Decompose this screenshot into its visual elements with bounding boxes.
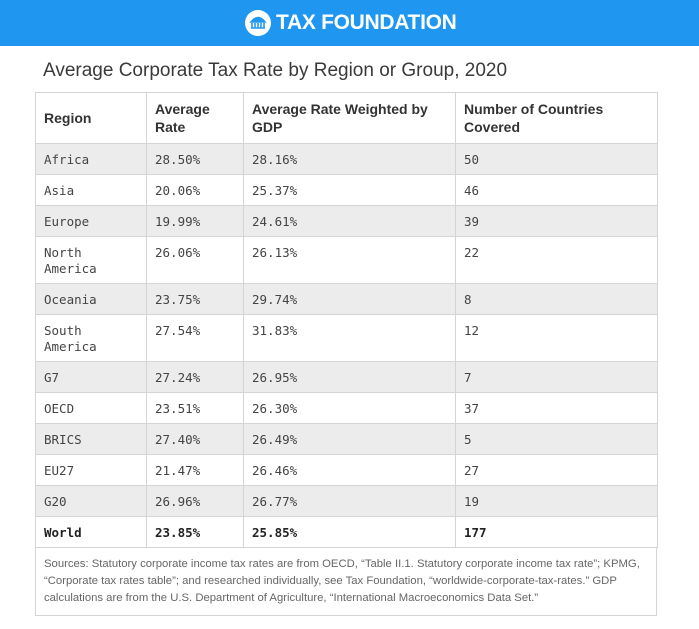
column-header: Region (35, 92, 147, 144)
table-cell: 23.51% (146, 392, 244, 424)
table-cell: EU27 (35, 454, 147, 486)
table-row: Oceania 23.75% 29.74% 8 (35, 283, 658, 315)
table-cell: G20 (35, 485, 147, 517)
table-row: OECD 23.51% 26.30% 37 (35, 392, 658, 424)
column-header: Number of Countries Covered (455, 92, 658, 144)
brand: TAX FOUNDATION (244, 6, 457, 40)
table-cell: 21.47% (146, 454, 244, 486)
table-row: Europe 19.99% 24.61% 39 (35, 205, 658, 237)
table-cell: G7 (35, 361, 147, 393)
table-cell: Oceania (35, 283, 147, 315)
table-cell: 28.16% (243, 143, 456, 175)
table-cell: 46 (455, 174, 658, 206)
table-cell: 26.06% (146, 236, 244, 284)
table-cell: 7 (455, 361, 658, 393)
table-row: G20 26.96% 26.77% 19 (35, 485, 658, 517)
table-row: G7 27.24% 26.95% 7 (35, 361, 658, 393)
table-cell: 37 (455, 392, 658, 424)
column-header: Average Rate Weighted by GDP (243, 92, 456, 144)
brand-name: TAX FOUNDATION (276, 11, 457, 34)
header-row: Region Average Rate Average Rate Weighted … (35, 92, 658, 144)
table-cell: 12 (455, 314, 658, 362)
table-cell: 19 (455, 485, 658, 517)
table-cell: 24.61% (243, 205, 456, 237)
table-cell: 26.77% (243, 485, 456, 517)
table-cell: 26.95% (243, 361, 456, 393)
table-cell: 25.37% (243, 174, 456, 206)
table-cell: South America (35, 314, 147, 362)
table-cell: 26.49% (243, 423, 456, 455)
table-cell: North America (35, 236, 147, 284)
table-cell: 28.50% (146, 143, 244, 175)
sources: Sources: Statutory corporate income tax … (35, 548, 657, 616)
table-cell: 26.96% (146, 485, 244, 517)
table-cell: 26.30% (243, 392, 456, 424)
table-cell: 50 (455, 143, 658, 175)
title: Average Corporate Tax Rate by Region or … (43, 60, 508, 81)
table-cell: 27 (455, 454, 658, 486)
table-cell: 8 (455, 283, 658, 315)
table-cell: 19.99% (146, 205, 244, 237)
table-row: Asia 20.06% 25.37% 46 (35, 174, 658, 206)
table-cell: BRICS (35, 423, 147, 455)
table-cell: 23.85% (146, 516, 244, 548)
table-cell: World (35, 516, 147, 548)
table-row: World 23.85% 25.85% 177 (35, 516, 658, 548)
data-table: Region Average Rate Average Rate Weighted … (35, 92, 658, 548)
table-cell: 25.85% (243, 516, 456, 548)
logo-icon (245, 10, 271, 36)
table-cell: 26.13% (243, 236, 456, 284)
table-cell: 23.75% (146, 283, 244, 315)
table-cell: 29.74% (243, 283, 456, 315)
table-cell: 39 (455, 205, 658, 237)
table-cell: Europe (35, 205, 147, 237)
table-row: North America 26.06% 26.13% 22 (35, 236, 658, 284)
table-cell: 20.06% (146, 174, 244, 206)
column-header: Average Rate (146, 92, 244, 144)
table-row: Africa 28.50% 28.16% 50 (35, 143, 658, 175)
table-cell: OECD (35, 392, 147, 424)
table-cell: Asia (35, 174, 147, 206)
table-cell: 27.24% (146, 361, 244, 393)
table-cell: 177 (455, 516, 658, 548)
table-row: South America 27.54% 31.83% 12 (35, 314, 658, 362)
table-cell: 26.46% (243, 454, 456, 486)
table-cell: 27.40% (146, 423, 244, 455)
table-cell: Africa (35, 143, 147, 175)
table-row: EU27 21.47% 26.46% 27 (35, 454, 658, 486)
table-cell: 5 (455, 423, 658, 455)
table-cell: 27.54% (146, 314, 244, 362)
table-row: BRICS 27.40% 26.49% 5 (35, 423, 658, 455)
table-body: Africa 28.50% 28.16% 50 Asia 20.06% 25.37% 46 Eu… (35, 143, 658, 548)
table-cell: 31.83% (243, 314, 456, 362)
header-bar: TAX FOUNDATION (0, 0, 699, 46)
table-cell: 22 (455, 236, 658, 284)
